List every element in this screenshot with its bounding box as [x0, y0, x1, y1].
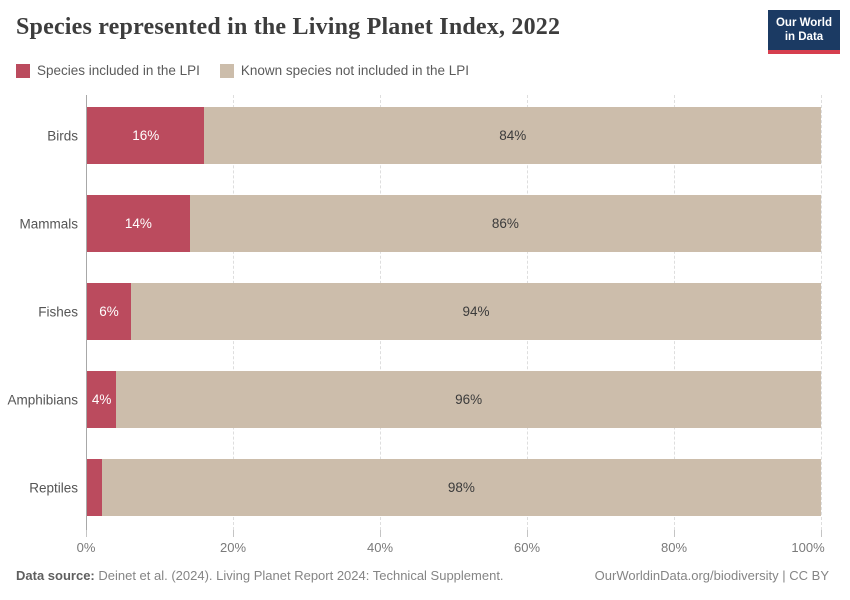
category-label-mammals: Mammals [19, 216, 78, 231]
category-label-birds: Birds [47, 128, 78, 143]
legend-swatch-icon [16, 63, 30, 78]
footer: Data source: Deinet et al. (2024). Livin… [16, 568, 829, 583]
data-source: Data source: Deinet et al. (2024). Livin… [16, 568, 504, 583]
bar-segment-included[interactable] [87, 459, 102, 516]
x-tick-label: 40% [366, 540, 394, 555]
owid-logo-line1: Our World [775, 16, 832, 29]
gridline [821, 95, 822, 530]
bar-row-amphibians[interactable]: 4% 96% [87, 371, 821, 428]
bar-row-fishes[interactable]: 6% 94% [87, 283, 821, 340]
owid-logo: Our World in Data [768, 10, 840, 54]
bar-segment-not-included[interactable]: 96% [116, 371, 821, 428]
category-axis: Birds Mammals Fishes Amphibians Reptiles [0, 95, 78, 530]
bar-segment-included[interactable]: 14% [87, 195, 190, 252]
bar-segment-not-included[interactable]: 98% [101, 459, 821, 516]
legend-swatch-icon [219, 63, 234, 78]
x-tick-mark [821, 530, 822, 537]
data-source-text: Deinet et al. (2024). Living Planet Repo… [94, 568, 504, 583]
bar-segment-not-included[interactable]: 84% [204, 107, 821, 164]
owid-logo-line2: in Data [784, 31, 824, 43]
category-label-amphibians: Amphibians [7, 392, 78, 407]
bar-segment-included[interactable]: 16% [87, 107, 205, 164]
bar-value-label: 94% [462, 304, 490, 319]
bar-segment-not-included[interactable]: 86% [189, 195, 821, 252]
bar-row-reptiles[interactable]: 98% [87, 459, 821, 516]
x-tick-mark [527, 530, 528, 537]
page-title: Species represented in the Living Planet… [16, 14, 561, 40]
category-label-fishes: Fishes [38, 304, 78, 319]
legend-item-label: Known species not included in the LPI [240, 63, 470, 78]
x-tick-label: 80% [660, 540, 688, 555]
bar-segment-included[interactable]: 4% [87, 371, 117, 428]
x-tick-label: 60% [513, 540, 541, 555]
category-label-reptiles: Reptiles [29, 480, 78, 495]
legend-item-label: Species included in the LPI [37, 63, 200, 78]
bar-value-label: 4% [91, 392, 112, 407]
legend-item-not-included: Known species not included in the LPI [219, 63, 470, 78]
plot-area: 16% 84% 14% 86% 6% 94% 4% 96% 98% [86, 95, 822, 530]
x-tick-label: 100% [791, 540, 825, 555]
citation-link[interactable]: OurWorldinData.org/biodiversity | CC BY [594, 568, 829, 583]
bar-value-label: 86% [491, 216, 519, 231]
bar-segment-not-included[interactable]: 94% [131, 283, 821, 340]
bar-value-label: 96% [455, 392, 483, 407]
data-source-prefix: Data source: [16, 568, 95, 583]
bar-value-label: 6% [99, 304, 119, 319]
bar-value-label: 16% [132, 128, 160, 143]
bar-value-label: 98% [447, 480, 475, 495]
bar-value-label: 14% [124, 216, 152, 231]
x-tick-label: 20% [219, 540, 247, 555]
bar-row-mammals[interactable]: 14% 86% [87, 195, 821, 252]
legend-item-included: Species included in the LPI [16, 63, 200, 78]
x-tick-mark [380, 530, 381, 537]
x-tick-mark [674, 530, 675, 537]
legend: Species included in the LPI Known species… [16, 63, 469, 78]
y-axis-line [86, 95, 87, 530]
bar-row-birds[interactable]: 16% 84% [87, 107, 821, 164]
x-tick-mark [86, 530, 87, 537]
bar-segment-included[interactable]: 6% [87, 283, 132, 340]
bar-value-label: 84% [499, 128, 527, 143]
x-tick-mark [233, 530, 234, 537]
x-tick-label: 0% [76, 540, 96, 555]
